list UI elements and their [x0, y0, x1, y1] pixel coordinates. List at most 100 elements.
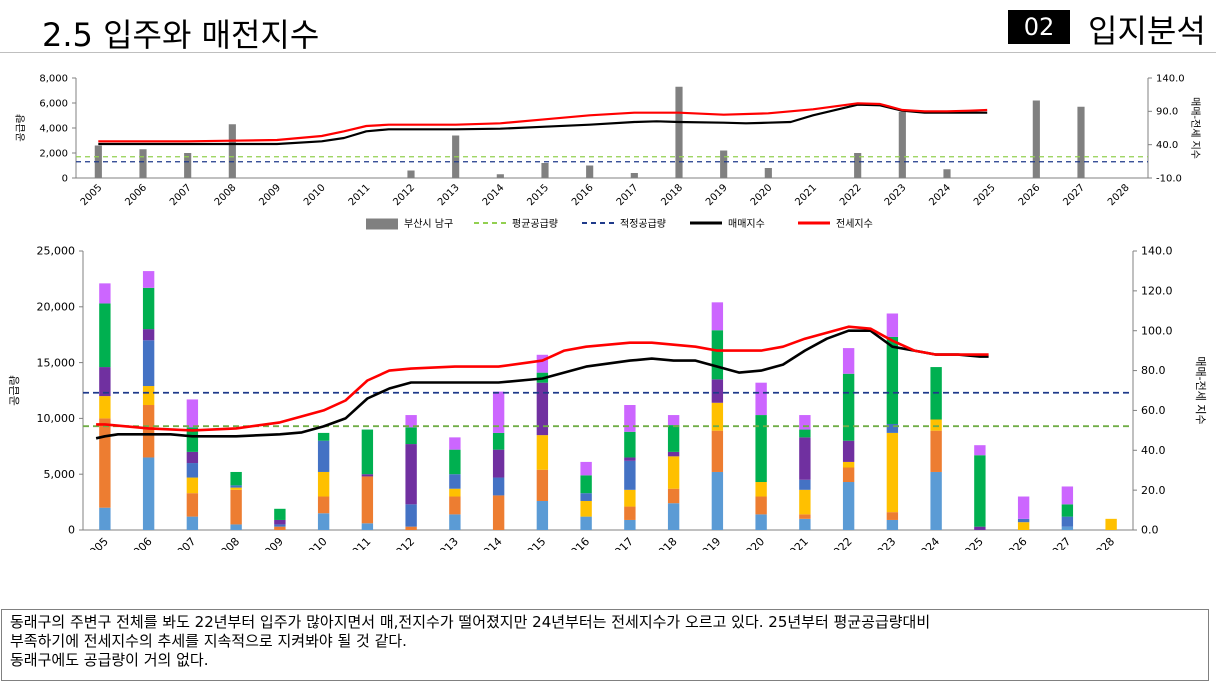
bar: [1061, 526, 1074, 530]
legend-swatch: [366, 218, 398, 230]
bar: [886, 313, 899, 337]
x-tick-label: 2010: [302, 182, 328, 208]
bar: [186, 516, 199, 530]
x-tick-label: 2025: [957, 535, 986, 550]
bar: [449, 488, 461, 497]
bar: [799, 489, 811, 515]
x-tick-label: 2027: [1045, 535, 1074, 550]
x-tick-label: 2015: [525, 182, 551, 208]
bar: [449, 449, 461, 475]
x-tick-label: 2020: [738, 535, 767, 550]
y2-tick-label: 60.0: [1141, 404, 1166, 417]
bar: [711, 302, 724, 331]
x-tick-label: 2022: [838, 182, 864, 208]
y-tick-label: 0: [68, 524, 75, 537]
bar: [930, 430, 942, 472]
bar: [496, 174, 504, 178]
bar: [449, 474, 461, 489]
bar: [317, 432, 330, 441]
bar: [449, 514, 461, 530]
x-tick-label: 2008: [213, 182, 239, 208]
bar: [624, 519, 636, 530]
x-tick-label: 2009: [257, 182, 283, 208]
bar: [842, 348, 855, 374]
legend-label: 적정공급량: [620, 218, 666, 230]
bar: [317, 496, 330, 514]
x-tick-label: 2009: [257, 535, 286, 550]
page-title: 2.5 입주와 매전지수: [42, 16, 320, 54]
x-tick-label: 2014: [481, 182, 507, 208]
namgu-supply-index-chart: 8,000 6,000 4,000 2,000 0 140.0 90.0 40.0 -10.0 공…: [15, 73, 1201, 230]
x-tick-label: 2005: [79, 182, 105, 208]
x-tick-label: 2028: [1106, 182, 1132, 208]
bar: [974, 526, 986, 530]
bar: [799, 415, 811, 430]
y2-tick-label: 140.0: [1156, 73, 1185, 84]
bar: [99, 283, 111, 304]
bar: [492, 495, 505, 530]
bar: [854, 153, 862, 178]
bar: [930, 471, 942, 530]
y-tick-label: 25,000: [37, 245, 76, 258]
bar: [361, 474, 374, 477]
bar: [1017, 496, 1030, 519]
x-tick-label: 2014: [476, 535, 505, 550]
y-tick-label: 10,000: [37, 412, 76, 425]
y-tick-label: 2,000: [39, 148, 68, 159]
x-tick-label: 2017: [607, 535, 636, 550]
y2-tick-label: 90.0: [1156, 107, 1178, 118]
bar: [842, 440, 855, 462]
bar: [1017, 522, 1030, 530]
bar: [898, 111, 906, 178]
bar: [492, 477, 505, 496]
x-tick-label: 2007: [170, 535, 199, 550]
bar: [755, 415, 767, 483]
bar: [755, 382, 767, 416]
x-tick-label: 2018: [659, 182, 685, 208]
x-tick-label: 2012: [388, 535, 417, 550]
bar: [580, 493, 592, 501]
bar: [317, 513, 330, 530]
bar: [274, 519, 286, 525]
bar: [624, 506, 636, 520]
bar: [99, 303, 111, 368]
bar: [624, 489, 636, 507]
bar: [799, 437, 811, 480]
y-axis-title: 공급량: [15, 114, 27, 142]
bar: [842, 373, 855, 441]
bar: [274, 508, 286, 520]
bar: [230, 485, 242, 488]
section-number-badge: 02: [1008, 10, 1070, 44]
bar: [99, 396, 111, 419]
bar: [842, 461, 855, 468]
bar: [536, 500, 549, 530]
bar: [886, 519, 899, 530]
x-tick-label: 2011: [345, 535, 374, 550]
x-tick-label: 2013: [436, 182, 462, 208]
bar: [886, 432, 899, 513]
bar: [142, 386, 155, 406]
x-tick-label: 2012: [391, 182, 417, 208]
bar: [405, 444, 417, 505]
bar: [630, 173, 638, 178]
y2-tick-label: 0.0: [1141, 524, 1159, 537]
y2-tick-label: 80.0: [1141, 364, 1166, 377]
bar: [755, 482, 767, 497]
bar: [536, 469, 549, 501]
bar: [799, 514, 811, 519]
x-tick-label: 2026: [1017, 182, 1043, 208]
bar: [667, 503, 680, 530]
bar: [886, 512, 899, 520]
note-line-2: 부족하기에 전세지수의 추세를 지속적으로 지켜봐야 될 것 같다.: [10, 632, 407, 650]
y-tick-label: 6,000: [39, 98, 68, 109]
bar: [405, 526, 417, 530]
bar: [711, 471, 724, 530]
bar: [99, 507, 111, 530]
bar: [667, 415, 680, 426]
bar: [361, 523, 374, 530]
bar: [580, 516, 592, 530]
bar: [142, 287, 155, 330]
bar: [449, 437, 461, 450]
legend-label: 매매지수: [728, 218, 765, 230]
bar: [230, 489, 242, 525]
